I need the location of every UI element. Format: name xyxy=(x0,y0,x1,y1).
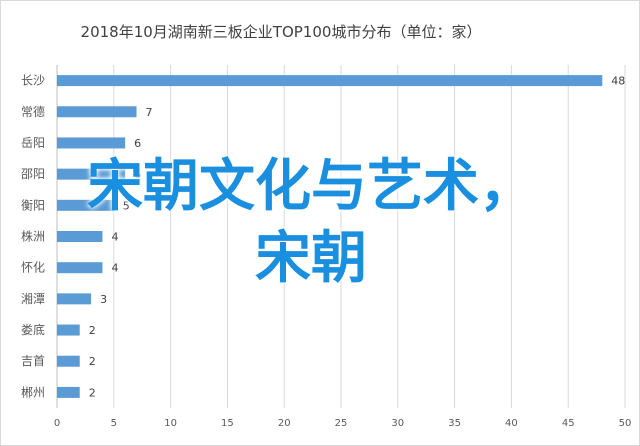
x-tick-label: 45 xyxy=(562,418,575,429)
x-tick-label: 0 xyxy=(54,418,60,429)
bar xyxy=(57,355,80,367)
x-tick-label: 30 xyxy=(391,418,404,429)
bar xyxy=(57,106,137,118)
data-label: 6 xyxy=(134,137,141,150)
bar xyxy=(57,199,114,211)
category-label: 邵阳 xyxy=(21,167,45,181)
bar xyxy=(57,262,103,274)
bar xyxy=(57,137,126,149)
bar xyxy=(57,386,80,398)
category-label: 湘潭 xyxy=(21,291,45,306)
x-tick-label: 5 xyxy=(111,418,117,429)
x-tick-label: 50 xyxy=(619,418,632,429)
bar xyxy=(57,168,126,180)
category-label: 长沙 xyxy=(21,74,45,88)
data-label: 2 xyxy=(89,386,96,399)
category-label: 郴州 xyxy=(21,385,45,399)
x-tick-label: 25 xyxy=(335,418,348,429)
bar xyxy=(57,75,603,87)
data-label: 6 xyxy=(134,168,141,181)
data-label: 2 xyxy=(89,355,96,368)
category-label: 衡阳 xyxy=(21,198,45,212)
category-label: 怀化 xyxy=(21,261,45,275)
x-tick-label: 40 xyxy=(505,418,518,429)
bar xyxy=(57,324,80,336)
category-label: 娄底 xyxy=(21,322,45,337)
x-tick-label: 15 xyxy=(221,418,234,429)
chart-title: 2018年10月湖南新三板企业TOP100城市分布（单位：家） xyxy=(80,23,482,41)
x-tick-label: 20 xyxy=(278,418,291,429)
data-label: 5 xyxy=(123,199,130,212)
x-tick-label: 10 xyxy=(164,418,177,429)
watermark-overlay-text: 宋朝文化与艺术， 宋朝 xyxy=(87,154,535,291)
category-label: 岳阳 xyxy=(21,136,45,150)
data-label: 3 xyxy=(100,293,107,306)
data-label: 2 xyxy=(89,324,96,337)
bar xyxy=(57,293,92,305)
bar xyxy=(57,231,103,242)
data-label: 4 xyxy=(111,231,118,244)
data-label: 48 xyxy=(611,75,625,88)
category-label: 株洲 xyxy=(21,229,45,244)
x-tick-label: 35 xyxy=(448,418,461,429)
data-label: 4 xyxy=(111,262,118,275)
category-label: 吉首 xyxy=(21,354,45,368)
data-label: 7 xyxy=(146,106,153,119)
category-label: 常德 xyxy=(21,104,45,119)
